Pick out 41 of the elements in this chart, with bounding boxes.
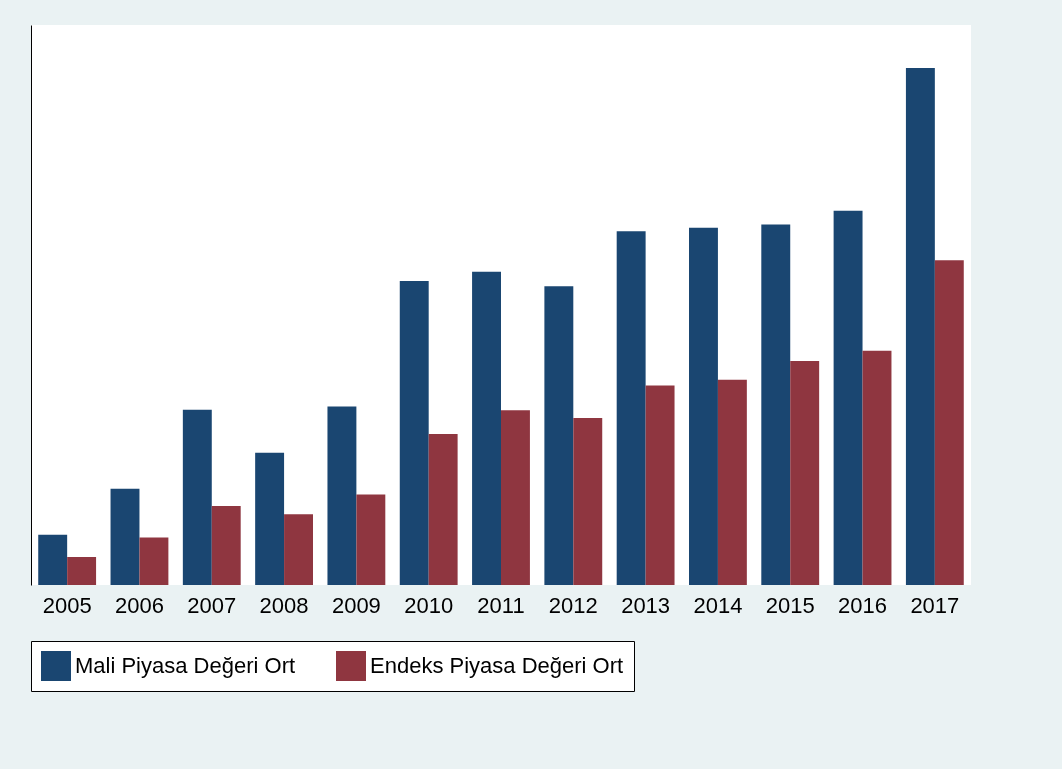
bar — [761, 224, 791, 585]
x-tick-label: 2008 — [259, 592, 309, 618]
x-tick-label: 2015 — [765, 592, 815, 618]
bar — [501, 410, 530, 585]
x-tick-label: 2010 — [404, 592, 454, 618]
legend-label: Mali Piyasa Değeri Ort — [75, 653, 296, 678]
bar — [616, 231, 646, 585]
x-tick-label: 2014 — [693, 592, 743, 618]
bar — [428, 434, 458, 585]
legend-label: Endeks Piyasa Değeri Ort — [370, 653, 624, 678]
bar — [356, 494, 386, 585]
bar — [645, 385, 675, 585]
bar — [255, 452, 285, 585]
bar — [544, 286, 574, 585]
x-tick-label: 2016 — [838, 592, 888, 618]
bar — [717, 379, 747, 585]
bar — [472, 271, 501, 585]
bar — [833, 210, 863, 585]
x-tick-label: 2012 — [548, 592, 598, 618]
x-tick-label: 2009 — [331, 592, 381, 618]
bar — [110, 488, 140, 585]
x-tick-label: 2006 — [114, 592, 164, 618]
bar — [182, 409, 212, 585]
x-tick-label: 2005 — [42, 592, 92, 618]
bar — [399, 280, 429, 585]
bar — [284, 514, 313, 585]
bar — [139, 537, 169, 585]
x-tick-label: 2017 — [910, 592, 960, 618]
bar — [905, 67, 935, 585]
bar — [67, 557, 97, 585]
x-tick-label: 2013 — [621, 592, 671, 618]
bar — [862, 350, 892, 585]
bar — [211, 505, 241, 585]
bar — [689, 227, 718, 585]
x-tick-label: 2007 — [187, 592, 237, 618]
bar — [327, 406, 357, 585]
bar — [790, 361, 820, 585]
bar — [573, 417, 603, 585]
x-tick-label: 2011 — [477, 592, 525, 618]
bar — [38, 534, 68, 585]
bar — [934, 260, 964, 585]
